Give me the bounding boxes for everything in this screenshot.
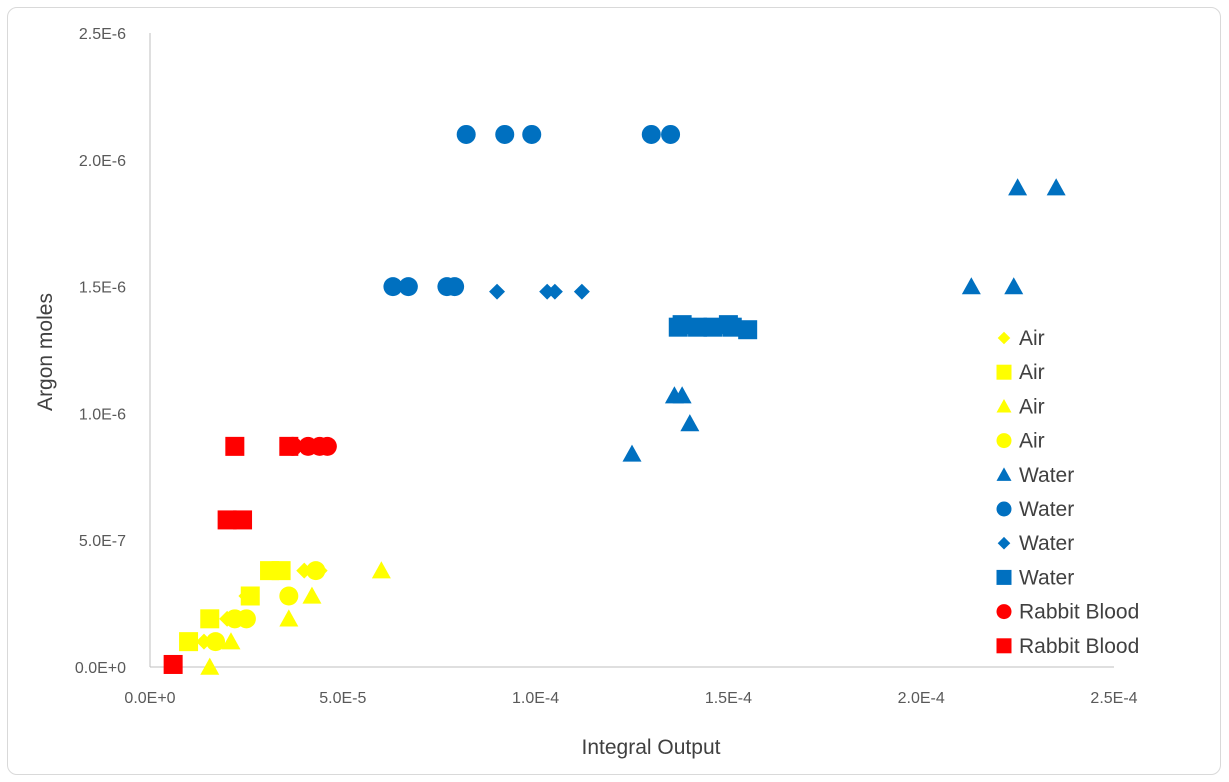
legend-marker <box>996 433 1012 449</box>
data-point <box>672 386 692 404</box>
data-point <box>179 632 199 652</box>
series-5 <box>383 124 681 297</box>
x-axis-title: Integral Output <box>582 736 721 759</box>
legend-marker <box>996 501 1012 517</box>
series-7 <box>668 315 758 340</box>
legend: Air Air Air Air Water Water Water Water Rabbit B… <box>996 327 1139 658</box>
y-tick-label: 2.0E-6 <box>79 153 126 170</box>
data-point <box>200 609 220 629</box>
legend-entry: Rabbit Blood <box>1019 635 1139 658</box>
data-point <box>221 632 241 650</box>
legend-entry: Water <box>1019 498 1074 521</box>
data-point <box>489 283 506 300</box>
data-point <box>1008 178 1028 196</box>
data-point <box>233 510 253 530</box>
data-point <box>225 436 245 456</box>
legend-entry: Air <box>1019 327 1045 350</box>
data-point <box>722 317 742 337</box>
series-9 <box>163 436 299 674</box>
data-point <box>383 277 403 297</box>
legend-entry: Rabbit Blood <box>1019 601 1139 624</box>
legend-entry: Water <box>1019 532 1074 555</box>
data-point <box>371 561 391 579</box>
data-point <box>240 586 260 606</box>
plot-marks <box>163 124 1066 675</box>
legend-entry: Air <box>1019 430 1045 453</box>
y-axis-title: Argon moles <box>34 293 57 411</box>
y-tick-label: 1.5E-6 <box>79 280 126 297</box>
data-point <box>445 277 465 297</box>
data-point <box>1004 277 1024 295</box>
data-point <box>703 317 723 337</box>
legend-marker <box>997 536 1011 550</box>
data-point <box>522 124 542 144</box>
legend-entry: Air <box>1019 395 1045 418</box>
legend-entry: Water <box>1019 464 1074 487</box>
legend-marker <box>996 569 1012 585</box>
data-point <box>495 124 515 144</box>
legend-marker <box>996 638 1012 654</box>
x-axis: 0.0E+0 5.0E-5 1.0E-4 1.5E-4 2.0E-4 2.5E-4 <box>124 666 1138 707</box>
data-point <box>688 317 708 337</box>
legend-marker <box>996 364 1012 380</box>
data-point <box>206 632 226 652</box>
legend-marker <box>997 331 1011 345</box>
data-point <box>217 510 237 530</box>
data-point <box>236 609 256 629</box>
data-point <box>622 444 642 462</box>
data-point <box>680 414 700 432</box>
series-6 <box>489 283 590 300</box>
data-point <box>271 561 291 581</box>
y-tick-label: 1.0E-6 <box>79 406 126 423</box>
y-tick-label: 2.5E-6 <box>79 26 126 43</box>
x-tick-label: 2.0E-4 <box>898 690 945 707</box>
data-point <box>961 277 981 295</box>
y-tick-label: 0.0E+0 <box>75 660 126 677</box>
data-point <box>573 283 590 300</box>
x-tick-label: 5.0E-5 <box>319 690 366 707</box>
y-axis: 0.0E+0 5.0E-7 1.0E-6 1.5E-6 2.0E-6 2.5E-6 <box>75 26 151 677</box>
data-point <box>306 561 326 581</box>
x-tick-label: 0.0E+0 <box>124 690 175 707</box>
legend-marker <box>996 398 1012 413</box>
y-tick-label: 5.0E-7 <box>79 533 126 550</box>
data-point <box>302 586 322 604</box>
data-point <box>661 124 681 144</box>
legend-entry: Water <box>1019 566 1074 589</box>
series-1 <box>179 561 291 652</box>
data-point <box>456 124 476 144</box>
series-4 <box>622 178 1066 462</box>
data-point <box>672 315 692 335</box>
data-point <box>279 609 299 627</box>
legend-marker <box>996 604 1012 620</box>
legend-entry: Air <box>1019 361 1045 384</box>
data-point <box>163 654 183 674</box>
data-point <box>1046 178 1066 196</box>
data-point <box>738 320 758 340</box>
series-3 <box>206 561 326 652</box>
data-point <box>398 277 418 297</box>
data-point <box>641 124 661 144</box>
data-point <box>296 562 313 579</box>
x-tick-label: 2.5E-4 <box>1090 690 1137 707</box>
data-point <box>279 586 299 606</box>
x-tick-label: 1.5E-4 <box>705 690 752 707</box>
series-2 <box>200 561 391 675</box>
data-point <box>279 436 299 456</box>
data-point <box>317 436 337 456</box>
data-point <box>546 283 563 300</box>
data-point <box>200 657 220 675</box>
x-tick-label: 1.0E-4 <box>512 690 559 707</box>
legend-marker <box>996 467 1012 481</box>
